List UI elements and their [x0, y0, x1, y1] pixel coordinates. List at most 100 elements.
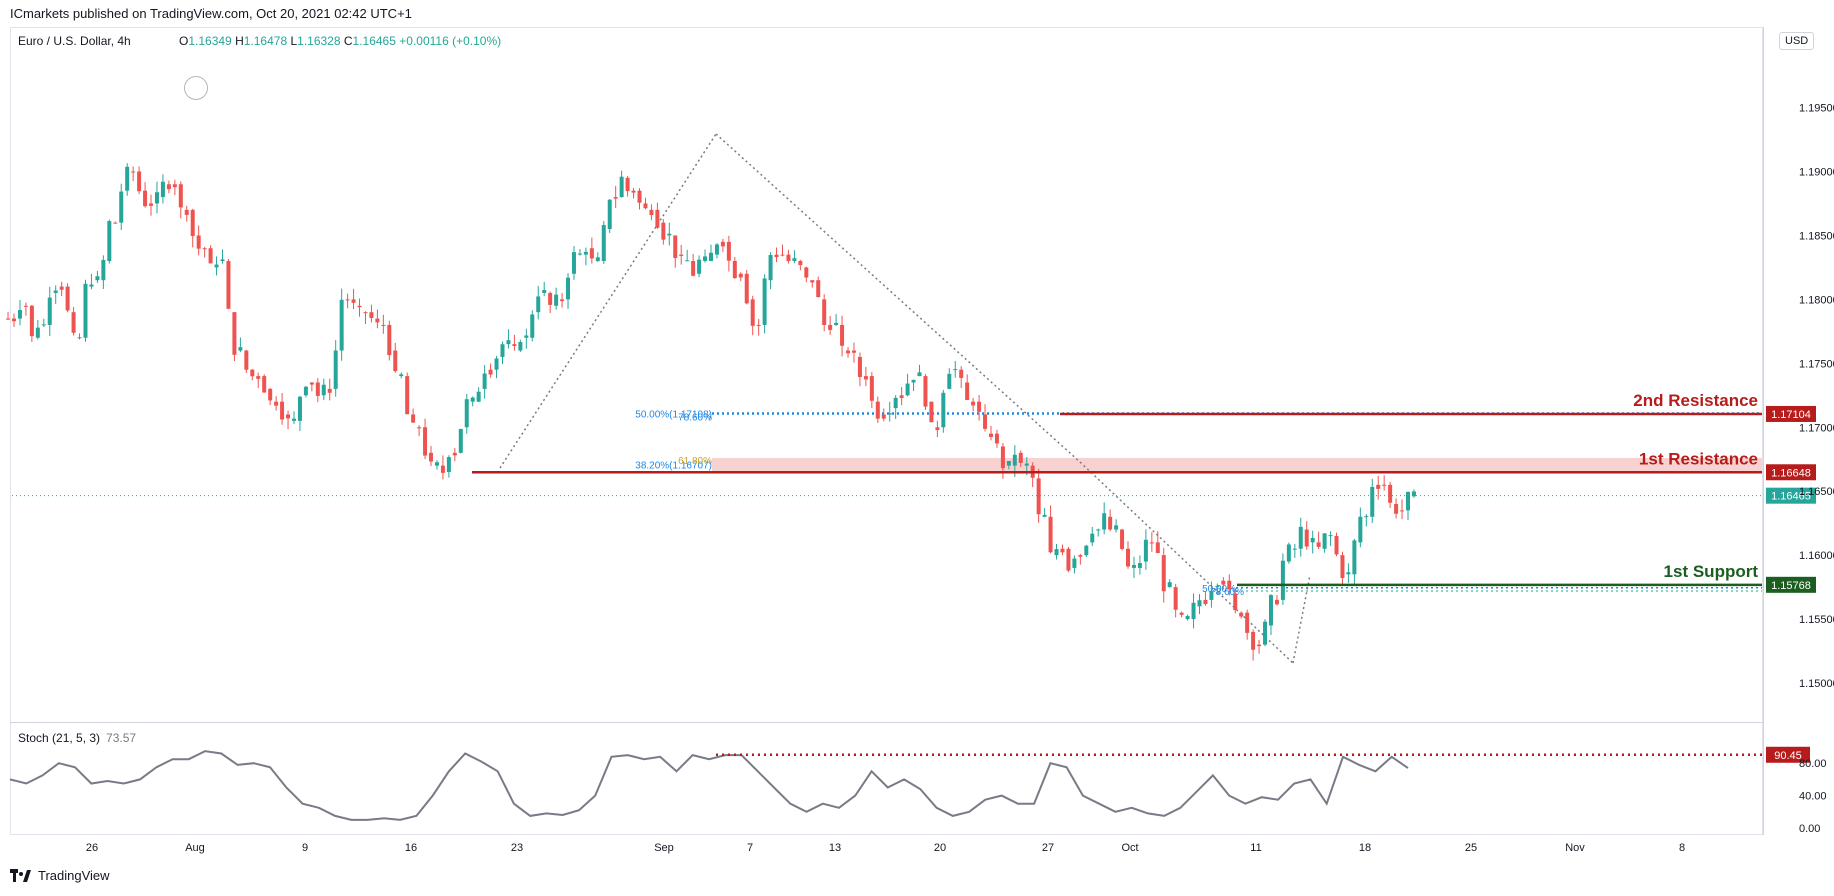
resistance-zone-layer: [712, 457, 1762, 473]
time-tick-label: 8: [1679, 842, 1685, 854]
candle-body: [1400, 510, 1405, 512]
candle-body: [321, 384, 326, 396]
tradingview-footer[interactable]: TradingView: [10, 868, 110, 883]
candle-body: [23, 305, 28, 307]
candle-body: [732, 261, 737, 278]
candle-body: [208, 248, 213, 264]
candle-body: [440, 465, 445, 473]
candle-body: [411, 414, 416, 423]
candle-body: [53, 290, 58, 293]
candle-body: [333, 350, 338, 389]
time-tick-label: 11: [1250, 842, 1261, 854]
stoch-value: 73.57: [106, 731, 137, 745]
candle-body: [554, 294, 559, 306]
candle-body: [1239, 612, 1244, 617]
price-tick-label: 1.17500: [1799, 358, 1834, 370]
trend-dotted-line: [1079, 461, 1294, 664]
candle-body: [893, 397, 898, 409]
stoch-level-label: 90.45: [1774, 750, 1802, 762]
candle-body: [1328, 535, 1333, 537]
time-tick-label: Sep: [654, 842, 674, 854]
candle-body: [673, 235, 678, 259]
candle-body: [542, 290, 547, 293]
candle-body: [1179, 612, 1184, 615]
candle-body: [405, 376, 410, 415]
pane-separator[interactable]: [10, 722, 1763, 723]
candle-body: [1096, 529, 1101, 531]
candle-body: [911, 379, 916, 383]
candle-body: [571, 252, 576, 274]
candle-body: [965, 382, 970, 400]
ohlc-high: 1.16478: [243, 34, 288, 48]
symbol-title[interactable]: Euro / U.S. Dollar, 4h: [18, 34, 131, 48]
level-name: 1st Resistance: [1639, 449, 1758, 468]
circle-drawing[interactable]: [184, 76, 208, 100]
candle-body: [1406, 491, 1410, 511]
candle-body: [649, 209, 654, 215]
last-price-tag: [1766, 487, 1816, 504]
candle-body: [816, 280, 821, 298]
candle-body: [232, 312, 237, 355]
candle-body: [1394, 503, 1399, 514]
candle-body: [1143, 539, 1148, 562]
candle-body: [1364, 516, 1369, 518]
time-tick-label: Oct: [1121, 842, 1138, 854]
candle-body: [166, 184, 171, 190]
candle-body: [589, 248, 594, 259]
candle-body: [1191, 602, 1196, 620]
stoch-legend[interactable]: Stoch (21, 5, 3) 73.57: [18, 731, 136, 745]
candle-body: [83, 283, 88, 338]
candle-body: [77, 337, 82, 339]
candle-body: [149, 203, 154, 206]
candle-body: [846, 350, 851, 354]
price-tick-label: 1.19500: [1799, 103, 1834, 115]
candle-body: [840, 324, 845, 346]
candle-body: [500, 344, 505, 357]
candle-body: [548, 292, 553, 305]
candle-body: [1072, 558, 1077, 568]
candle-body: [297, 396, 302, 421]
candle-body: [1257, 644, 1262, 647]
price-tick-label: 1.17000: [1799, 422, 1834, 434]
candle-body: [1126, 548, 1131, 567]
candle-body: [953, 369, 958, 371]
candle-body: [875, 401, 880, 419]
candle-body: [768, 254, 773, 281]
candle-body: [857, 356, 862, 377]
candle-body: [923, 376, 928, 407]
trend-dotted-line: [499, 133, 717, 469]
price-tick-label: 1.15500: [1799, 614, 1834, 626]
candle-body: [1203, 599, 1208, 605]
candle-body: [661, 222, 666, 240]
candle-body: [560, 299, 565, 302]
candle-body: [268, 388, 273, 401]
candle-body: [917, 372, 922, 377]
candle-body: [1018, 452, 1023, 463]
currency-button[interactable]: USD: [1779, 32, 1815, 50]
candle-body: [1120, 529, 1125, 549]
ohlc-low: 1.16328: [297, 34, 341, 48]
candle-body: [351, 299, 356, 303]
candle-body: [709, 252, 713, 262]
stoch-tick-label: 0.00: [1799, 823, 1820, 835]
candle-body: [196, 235, 201, 249]
candle-body: [458, 428, 463, 453]
candle-body: [387, 324, 392, 356]
candle-body: [1280, 560, 1285, 600]
chart-frame: [10, 27, 1763, 835]
candle-body: [1078, 555, 1083, 557]
candle-body: [399, 374, 404, 377]
candle-body: [119, 191, 124, 223]
candle-body: [786, 254, 791, 262]
candle-body: [971, 401, 976, 406]
candle-body: [929, 401, 934, 423]
time-tick-label: 18: [1359, 842, 1371, 854]
candle-body: [637, 190, 642, 203]
candle-body: [512, 344, 517, 346]
candle-body: [1006, 461, 1011, 466]
candle-body: [1173, 587, 1178, 610]
candle-body: [143, 190, 148, 207]
candle-body: [881, 414, 886, 419]
fib-label: 78.60%: [1210, 587, 1244, 598]
